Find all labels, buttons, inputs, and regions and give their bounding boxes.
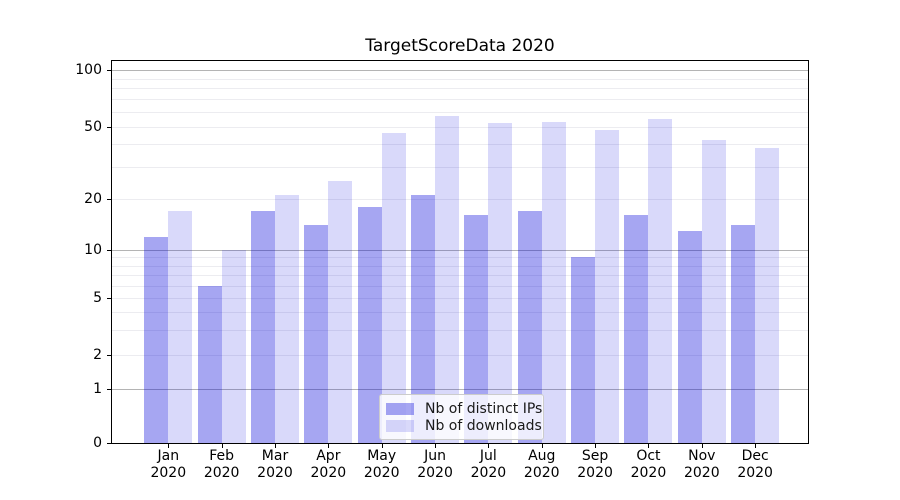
bar-distinct-ips-mar [251, 210, 275, 443]
bar-distinct-ips-jan [144, 236, 169, 443]
bar-distinct-ips-feb [197, 285, 222, 443]
x-tick-sep-2020 [595, 444, 597, 448]
y-tick-5 [107, 298, 111, 300]
bar-downloads-jun [435, 115, 460, 443]
x-tick-label-jan-2020: Jan 2020 [150, 448, 187, 481]
y-tick-label-2: 2 [93, 347, 102, 363]
gridline-y-90 [112, 78, 808, 80]
bar-downloads-apr [328, 181, 353, 443]
gridline-y-10 [112, 250, 808, 251]
bar-distinct-ips-apr [304, 225, 329, 443]
x-tick-may-2020 [381, 444, 383, 448]
legend-item-downloads: Nb of downloads [386, 417, 542, 434]
legend: Nb of distinct IPs Nb of downloads [379, 394, 544, 440]
top-spine [111, 60, 809, 61]
bottom-spine [111, 443, 809, 444]
gridline-y-50 [112, 126, 808, 128]
x-tick-label-apr-2020: Apr 2020 [310, 448, 347, 481]
bar-downloads-dec [755, 148, 780, 443]
gridline-y-70 [112, 99, 808, 101]
y-tick-label-50: 50 [84, 118, 102, 135]
x-tick-label-aug-2020: Aug 2020 [523, 448, 560, 481]
x-tick-label-feb-2020: Feb 2020 [203, 448, 240, 481]
x-tick-oct-2020 [648, 444, 650, 448]
y-tick-label-5: 5 [93, 290, 102, 307]
x-tick-nov-2020 [701, 444, 703, 448]
x-tick-dec-2020 [755, 444, 757, 448]
bar-distinct-ips-oct [624, 215, 649, 443]
y-tick-50 [107, 126, 111, 128]
y-tick-100 [107, 70, 111, 71]
bar-distinct-ips-may [357, 206, 382, 443]
legend-swatch-distinct-ips [386, 402, 414, 415]
bar-downloads-feb [221, 250, 246, 443]
x-tick-apr-2020 [328, 444, 330, 448]
gridline-y-8 [112, 265, 808, 267]
x-tick-label-mar-2020: Mar 2020 [257, 448, 293, 481]
gridline-y-5 [112, 298, 808, 300]
x-tick-label-oct-2020: Oct 2020 [630, 448, 667, 481]
x-tick-label-jun-2020: Jun 2020 [417, 448, 453, 481]
bar-distinct-ips-nov [677, 230, 702, 443]
gridline-y-1 [112, 389, 808, 391]
left-spine [111, 60, 112, 444]
gridline-y-6 [112, 285, 808, 287]
y-tick-10 [107, 250, 111, 251]
gridline-y-100 [112, 70, 808, 71]
bar-downloads-sep [595, 129, 620, 443]
y-tick-label-100: 100 [75, 62, 102, 78]
gridline-y-2 [112, 355, 808, 356]
x-tick-label-jul-2020: Jul 2020 [470, 448, 507, 481]
bar-distinct-ips-dec [731, 225, 756, 443]
gridline-y-60 [112, 111, 808, 113]
gridline-y-30 [112, 167, 808, 168]
x-tick-label-dec-2020: Dec 2020 [737, 448, 773, 481]
legend-label-downloads: Nb of downloads [425, 417, 542, 434]
legend-swatch-downloads [386, 419, 414, 432]
legend-item-distinct-ips: Nb of distinct IPs [386, 400, 542, 417]
x-tick-mar-2020 [275, 444, 276, 448]
x-tick-jul-2020 [488, 444, 490, 448]
y-tick-label-10: 10 [84, 242, 102, 258]
bar-distinct-ips-sep [571, 257, 596, 443]
bar-downloads-nov [701, 140, 726, 443]
plot-area [112, 60, 808, 443]
y-tick-2 [107, 355, 111, 356]
y-tick-1 [107, 389, 111, 391]
gridline-y-4 [112, 312, 808, 314]
gridline-y-7 [112, 274, 808, 276]
x-tick-jan-2020 [168, 444, 170, 448]
y-tick-label-0: 0 [93, 435, 102, 452]
y-tick-label-1: 1 [93, 381, 102, 398]
gridline-y-3 [112, 329, 808, 331]
bar-downloads-may [381, 133, 406, 443]
bar-downloads-jul [488, 123, 513, 443]
bar-downloads-mar [275, 195, 299, 443]
y-tick-0 [107, 443, 111, 445]
x-tick-label-nov-2020: Nov 2020 [683, 448, 720, 481]
x-tick-feb-2020 [221, 444, 223, 448]
y-tick-label-20: 20 [84, 191, 102, 207]
bar-downloads-oct [648, 118, 673, 443]
y-tick-20 [107, 199, 111, 200]
chart-title: TargetScoreData 2020 [365, 36, 555, 56]
x-tick-aug-2020 [541, 444, 543, 448]
gridline-y-20 [112, 199, 808, 200]
right-spine [808, 60, 809, 444]
legend-label-distinct-ips: Nb of distinct IPs [425, 400, 543, 417]
bar-downloads-jan [168, 210, 193, 443]
gridline-y-9 [112, 257, 808, 259]
x-tick-label-sep-2020: Sep 2020 [577, 448, 613, 481]
gridline-y-40 [112, 144, 808, 146]
x-tick-jun-2020 [435, 444, 437, 448]
bar-downloads-aug [541, 121, 566, 443]
x-tick-label-may-2020: May 2020 [363, 448, 400, 481]
gridline-y-80 [112, 88, 808, 90]
